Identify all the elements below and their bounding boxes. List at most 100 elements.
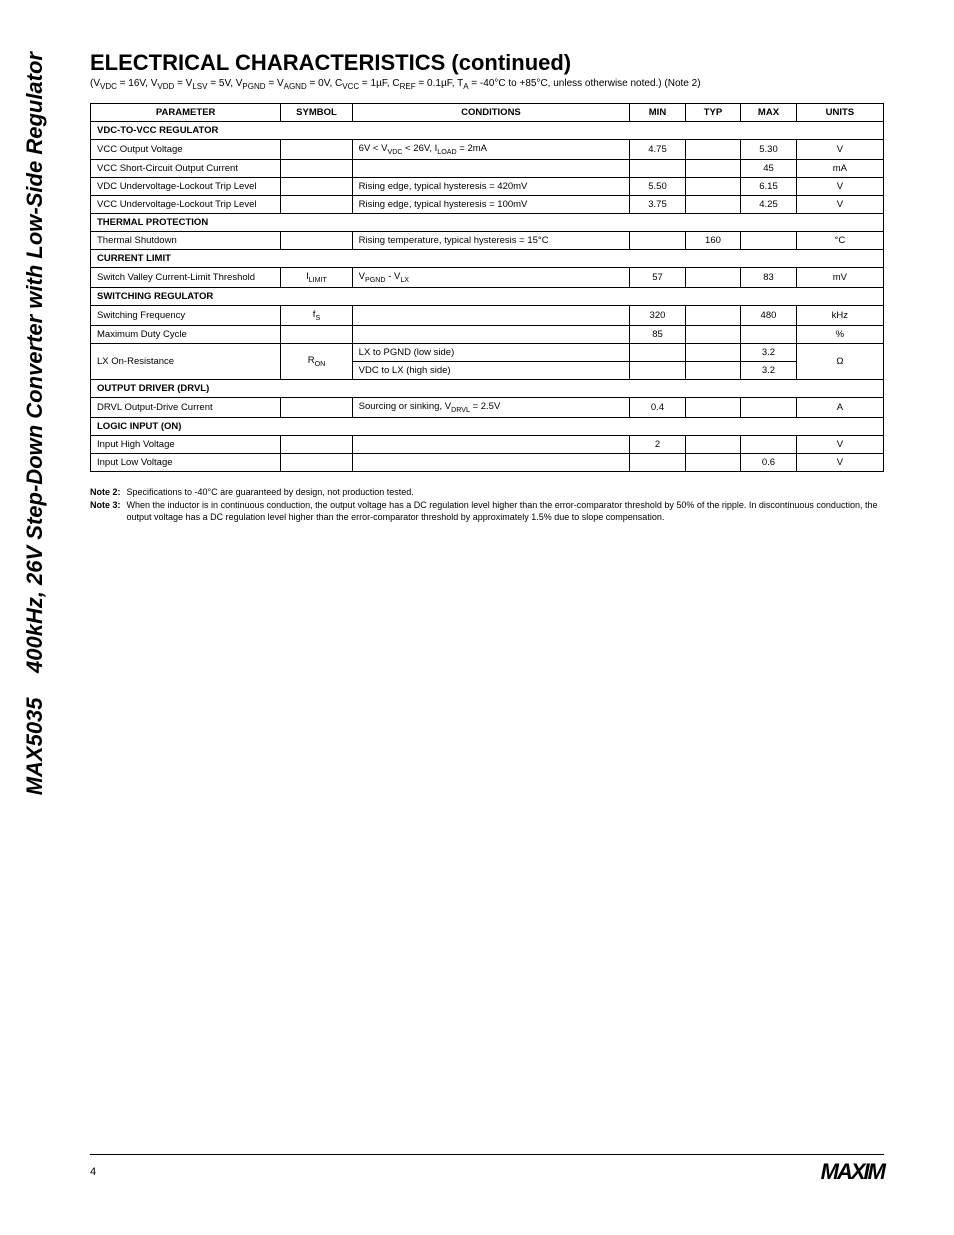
cell: 6.15 [741, 177, 797, 195]
cell [685, 195, 741, 213]
cell: 2 [630, 435, 686, 453]
cell [281, 325, 352, 343]
section-heading: ELECTRICAL CHARACTERISTICS (continued) [90, 50, 884, 76]
cell: °C [796, 231, 883, 249]
cell [281, 195, 352, 213]
section-cell: OUTPUT DRIVER (DRVL) [91, 379, 884, 397]
cell [685, 361, 741, 379]
cell: % [796, 325, 883, 343]
cell: 0.6 [741, 453, 797, 471]
table-header: MAX [741, 104, 797, 122]
section-conditions: (VVDC = 16V, VVDD = VLSV = 5V, VPGND = V… [90, 78, 884, 91]
table-header: CONDITIONS [352, 104, 630, 122]
cell: V [796, 195, 883, 213]
cell: kHz [796, 305, 883, 325]
cell [281, 231, 352, 249]
section-cell: THERMAL PROTECTION [91, 213, 884, 231]
cell: Rising temperature, typical hysteresis =… [352, 231, 630, 249]
cell: ILIMIT [281, 267, 352, 287]
cell: Rising edge, typical hysteresis = 100mV [352, 195, 630, 213]
cell [281, 159, 352, 177]
cell [741, 435, 797, 453]
cell: Sourcing or sinking, VDRVL = 2.5V [352, 397, 630, 417]
cell [352, 305, 630, 325]
cell: 45 [741, 159, 797, 177]
section-cell: CURRENT LIMIT [91, 249, 884, 267]
cell: LX to PGND (low side) [352, 343, 630, 361]
cell: 3.2 [741, 343, 797, 361]
cell [352, 159, 630, 177]
cell: A [796, 397, 883, 417]
cell: 3.75 [630, 195, 686, 213]
cell [630, 231, 686, 249]
section-cell: SWITCHING REGULATOR [91, 287, 884, 305]
cell: VCC Undervoltage-Lockout Trip Level [91, 195, 281, 213]
cell: V [796, 453, 883, 471]
sidebar-title: MAX5035 400kHz, 26V Step-Down Converter … [22, 52, 48, 795]
cell: 83 [741, 267, 797, 287]
cell [685, 397, 741, 417]
cell [685, 343, 741, 361]
cell: DRVL Output-Drive Current [91, 397, 281, 417]
cell [352, 453, 630, 471]
cell: fS [281, 305, 352, 325]
cell: 57 [630, 267, 686, 287]
cell [685, 267, 741, 287]
footnotes: Note 2:Specifications to -40°C are guara… [90, 486, 884, 523]
cell [685, 177, 741, 195]
cell [685, 159, 741, 177]
cell: 3.2 [741, 361, 797, 379]
cell: RON [281, 343, 352, 379]
cell: VPGND - VLX [352, 267, 630, 287]
cell [685, 305, 741, 325]
cell [281, 140, 352, 160]
cell: mA [796, 159, 883, 177]
cell: Thermal Shutdown [91, 231, 281, 249]
cell [630, 361, 686, 379]
cell [741, 397, 797, 417]
cell [281, 435, 352, 453]
page-number: 4 [90, 1166, 96, 1178]
cell: 4.75 [630, 140, 686, 160]
table-header: TYP [685, 104, 741, 122]
cell: Ω [796, 343, 883, 379]
cell: V [796, 435, 883, 453]
cell [685, 140, 741, 160]
cell: 4.25 [741, 195, 797, 213]
cell: Switch Valley Current-Limit Threshold [91, 267, 281, 287]
cell: V [796, 177, 883, 195]
cell: VDC to LX (high side) [352, 361, 630, 379]
cell: 85 [630, 325, 686, 343]
cell [352, 435, 630, 453]
cell: 320 [630, 305, 686, 325]
cell [741, 231, 797, 249]
cell: 480 [741, 305, 797, 325]
cell [630, 453, 686, 471]
cell: Maximum Duty Cycle [91, 325, 281, 343]
cell: Input Low Voltage [91, 453, 281, 471]
cell: Rising edge, typical hysteresis = 420mV [352, 177, 630, 195]
cell [630, 343, 686, 361]
cell [630, 159, 686, 177]
section-cell: VDC-TO-VCC REGULATOR [91, 122, 884, 140]
cell [685, 453, 741, 471]
footnote: Note 2:Specifications to -40°C are guara… [90, 486, 884, 498]
cell: 6V < VVDC < 26V, ILOAD = 2mA [352, 140, 630, 160]
cell [352, 325, 630, 343]
cell: mV [796, 267, 883, 287]
section-cell: LOGIC INPUT (ON) [91, 417, 884, 435]
cell [281, 397, 352, 417]
footnote: Note 3:When the inductor is in continuou… [90, 499, 884, 523]
cell: 5.30 [741, 140, 797, 160]
cell [281, 177, 352, 195]
cell [741, 325, 797, 343]
cell: VCC Output Voltage [91, 140, 281, 160]
cell: V [796, 140, 883, 160]
table-header: UNITS [796, 104, 883, 122]
part-number: MAX5035 [22, 697, 47, 795]
cell: VDC Undervoltage-Lockout Trip Level [91, 177, 281, 195]
cell [685, 325, 741, 343]
cell: Switching Frequency [91, 305, 281, 325]
cell [685, 435, 741, 453]
page-footer: 4 MAXIM [90, 1154, 884, 1185]
